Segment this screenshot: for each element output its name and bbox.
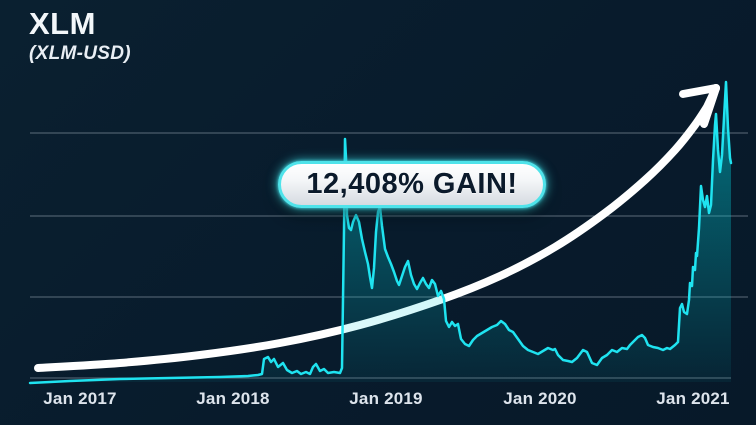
gain-badge: 12,408% GAIN! — [278, 161, 546, 208]
trend-arrow-head — [700, 84, 720, 128]
title-block: XLM (XLM-USD) — [29, 6, 131, 64]
page-title: XLM — [29, 6, 96, 41]
gain-badge-label: 12,408% GAIN! — [306, 168, 518, 200]
page-subtitle: (XLM-USD) — [29, 42, 131, 64]
price-series — [28, 80, 733, 385]
trend-arrow-head — [679, 84, 720, 98]
trend-arrow — [34, 84, 720, 372]
trend-arrow-shaft — [34, 84, 720, 372]
price-area-fill — [30, 82, 731, 383]
price-line — [28, 80, 733, 385]
